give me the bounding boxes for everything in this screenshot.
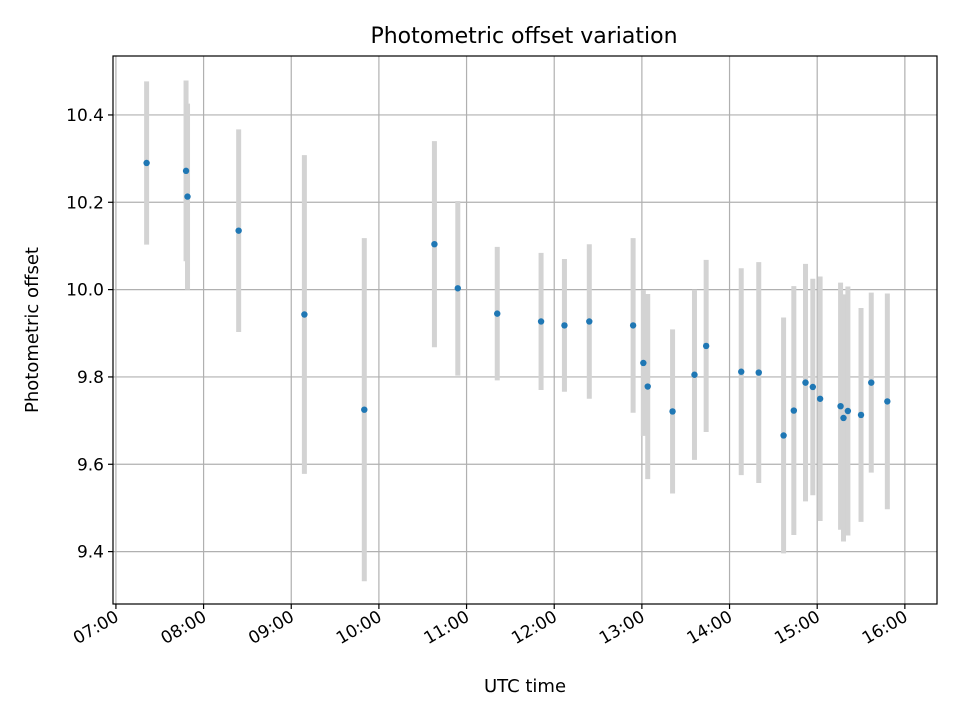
y-tick-label: 10.2: [66, 193, 104, 213]
data-point: [837, 402, 844, 410]
x-tick-label: 07:00: [70, 607, 122, 649]
x-tick-label: 13:00: [596, 607, 648, 649]
y-axis-ticks: 9.4 9.6 9.8 10.0 10.2 10.4: [66, 106, 113, 563]
data-point: [454, 285, 461, 292]
data-point: [790, 407, 798, 414]
data-point: [884, 398, 891, 405]
x-tick-label: 09:00: [245, 607, 297, 649]
data-point: [780, 432, 787, 439]
data-point: [361, 406, 368, 413]
data-point: [586, 318, 593, 325]
data-point: [738, 368, 745, 375]
x-tick-label: 12:00: [508, 607, 560, 649]
grid-lines: [113, 56, 937, 604]
y-axis-label: Photometric offset: [22, 247, 43, 413]
data-point: [301, 311, 308, 318]
data-point: [182, 167, 190, 175]
data-point: [644, 383, 651, 390]
data-point: [669, 408, 676, 415]
data-point: [809, 383, 817, 391]
data-points: [143, 159, 891, 439]
data-point: [629, 322, 637, 329]
data-point: [844, 407, 852, 415]
x-tick-label: 10:00: [333, 607, 385, 649]
data-point: [840, 414, 847, 422]
data-point: [431, 240, 438, 248]
data-point: [691, 371, 698, 378]
data-point: [143, 159, 150, 167]
y-tick-label: 10.4: [66, 106, 104, 126]
x-tick-label: 08:00: [158, 607, 210, 649]
data-point: [857, 411, 865, 419]
y-tick-label: 9.8: [77, 368, 104, 388]
data-point: [184, 193, 191, 200]
y-tick-label: 9.4: [77, 543, 104, 563]
chart-title: Photometric offset variation: [370, 24, 677, 49]
data-point: [755, 369, 762, 376]
data-point: [537, 318, 545, 325]
x-tick-label: 15:00: [771, 607, 823, 649]
data-point: [802, 379, 809, 386]
x-tick-label: 11:00: [421, 607, 473, 649]
y-tick-label: 10.0: [66, 281, 104, 301]
x-axis-label: UTC time: [484, 676, 566, 697]
data-point: [561, 322, 568, 329]
error-bars: [144, 80, 890, 582]
data-point: [640, 359, 647, 367]
data-point: [494, 310, 501, 317]
plot-frame: [112, 55, 938, 605]
y-tick-label: 9.6: [77, 455, 104, 475]
data-point: [235, 227, 242, 234]
data-point: [702, 342, 710, 350]
data-point: [816, 395, 824, 402]
x-tick-label: 16:00: [859, 607, 911, 649]
x-tick-label: 14:00: [684, 607, 736, 649]
data-point: [868, 379, 875, 386]
x-axis-ticks: 07:00 08:00 09:00 10:00 11:00 12:00 13:00 14:00…: [70, 604, 911, 649]
